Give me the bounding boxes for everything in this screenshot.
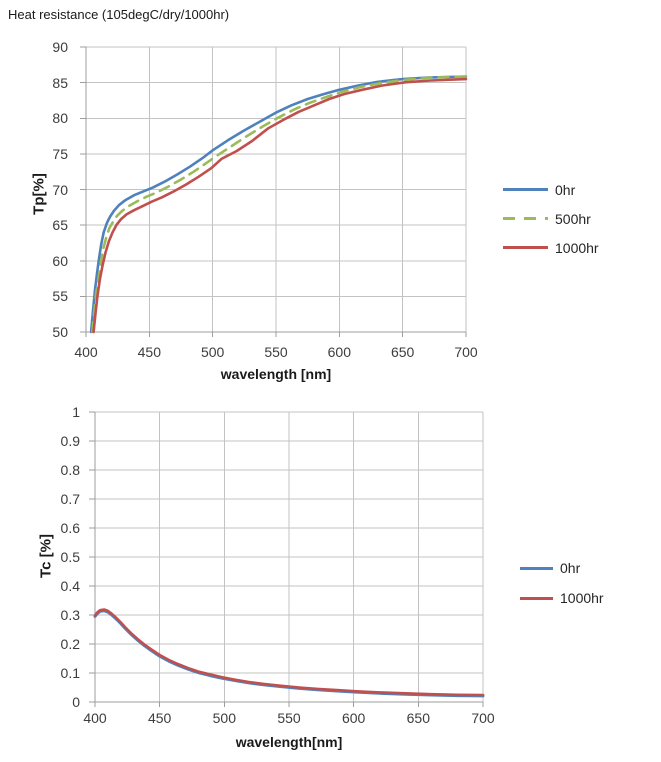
series-line-0hr xyxy=(89,75,468,334)
x-tick-label: 550 xyxy=(277,710,301,726)
tp-y-axis-tick-labels: 50 55 60 65 70 75 80 85 90 xyxy=(0,39,86,340)
legend-line-1000hr xyxy=(520,596,553,600)
y-tick-label: 0.6 xyxy=(60,520,80,536)
tp-x-axis-tick-labels: 400 450 500 550 600 650 700 xyxy=(74,344,477,362)
x-tick-label: 600 xyxy=(327,344,352,360)
legend-line-0hr xyxy=(520,566,553,570)
x-tick-label: 400 xyxy=(83,710,107,726)
x-tick-label: 400 xyxy=(74,344,98,360)
x-tick-label: 500 xyxy=(200,344,225,360)
y-tick-label: 65 xyxy=(52,217,68,234)
y-tick-label: 0.1 xyxy=(60,665,80,681)
tp-legend: 0hr 500hr 1000hr xyxy=(503,175,599,262)
legend-item-1000hr: 1000hr xyxy=(520,583,604,613)
tc-y-axis-tick-labels: 0 0.1 0.2 0.3 0.4 0.5 0.6 0.7 0.8 0.9 1 xyxy=(0,404,95,710)
y-tick-label: 0.8 xyxy=(60,462,80,478)
x-tick-label: 650 xyxy=(390,344,415,360)
y-tick-label: 0.4 xyxy=(60,578,80,594)
y-tick-label: 1 xyxy=(72,404,80,420)
x-tick-label: 700 xyxy=(454,344,478,360)
legend-line-0hr xyxy=(503,188,548,191)
tc-y-axis-title: Tc [%] xyxy=(37,534,55,578)
y-tick-label: 70 xyxy=(52,181,68,198)
legend-item-0hr: 0hr xyxy=(503,175,599,204)
series-line-1000hr xyxy=(93,608,485,697)
y-tick-label: 60 xyxy=(52,252,68,269)
legend-line-1000hr xyxy=(503,246,548,249)
x-tick-label: 600 xyxy=(341,710,366,726)
x-tick-label: 700 xyxy=(471,710,495,726)
y-tick-label: 0.3 xyxy=(60,607,80,623)
tp-x-axis-title: wavelength [nm] xyxy=(220,366,332,382)
x-tick-label: 500 xyxy=(212,710,237,726)
legend-line-500hr xyxy=(503,217,548,220)
plot-area-tp xyxy=(80,46,468,337)
series-line-500hr xyxy=(91,75,468,334)
chart-title: Heat resistance (105degC/dry/1000hr) xyxy=(8,7,230,22)
legend-label-1000hr: 1000hr xyxy=(560,590,604,606)
tc-x-axis-tick-labels: 400 450 500 550 600 650 700 xyxy=(83,710,494,728)
y-tick-label: 0 xyxy=(72,694,80,710)
legend-item-0hr: 0hr xyxy=(520,553,604,583)
y-tick-label: 90 xyxy=(52,39,68,55)
x-tick-label: 450 xyxy=(147,710,172,726)
y-tick-label: 50 xyxy=(52,324,68,340)
legend-label-1000hr: 1000hr xyxy=(555,239,599,256)
y-tick-label: 0.7 xyxy=(60,491,80,507)
tc-legend: 0hr 1000hr xyxy=(520,553,604,613)
legend-label-0hr: 0hr xyxy=(560,560,581,576)
plot-area-tc xyxy=(89,411,485,707)
tc-x-axis-title: wavelength[nm] xyxy=(235,734,343,750)
legend-item-1000hr: 1000hr xyxy=(503,233,599,262)
y-tick-label: 55 xyxy=(52,288,68,305)
y-tick-label: 80 xyxy=(52,110,68,127)
y-tick-label: 0.2 xyxy=(60,636,80,652)
y-tick-label: 0.9 xyxy=(60,433,80,449)
y-tick-label: 75 xyxy=(52,145,68,162)
legend-item-500hr: 500hr xyxy=(503,204,599,233)
y-tick-label: 85 xyxy=(52,74,68,91)
y-tick-label: 0.5 xyxy=(60,549,80,565)
series-line-1000hr xyxy=(92,77,468,334)
x-tick-label: 550 xyxy=(264,344,288,360)
x-tick-label: 450 xyxy=(137,344,162,360)
x-tick-label: 650 xyxy=(406,710,431,726)
legend-label-0hr: 0hr xyxy=(555,181,576,198)
legend-label-500hr: 500hr xyxy=(555,210,591,227)
